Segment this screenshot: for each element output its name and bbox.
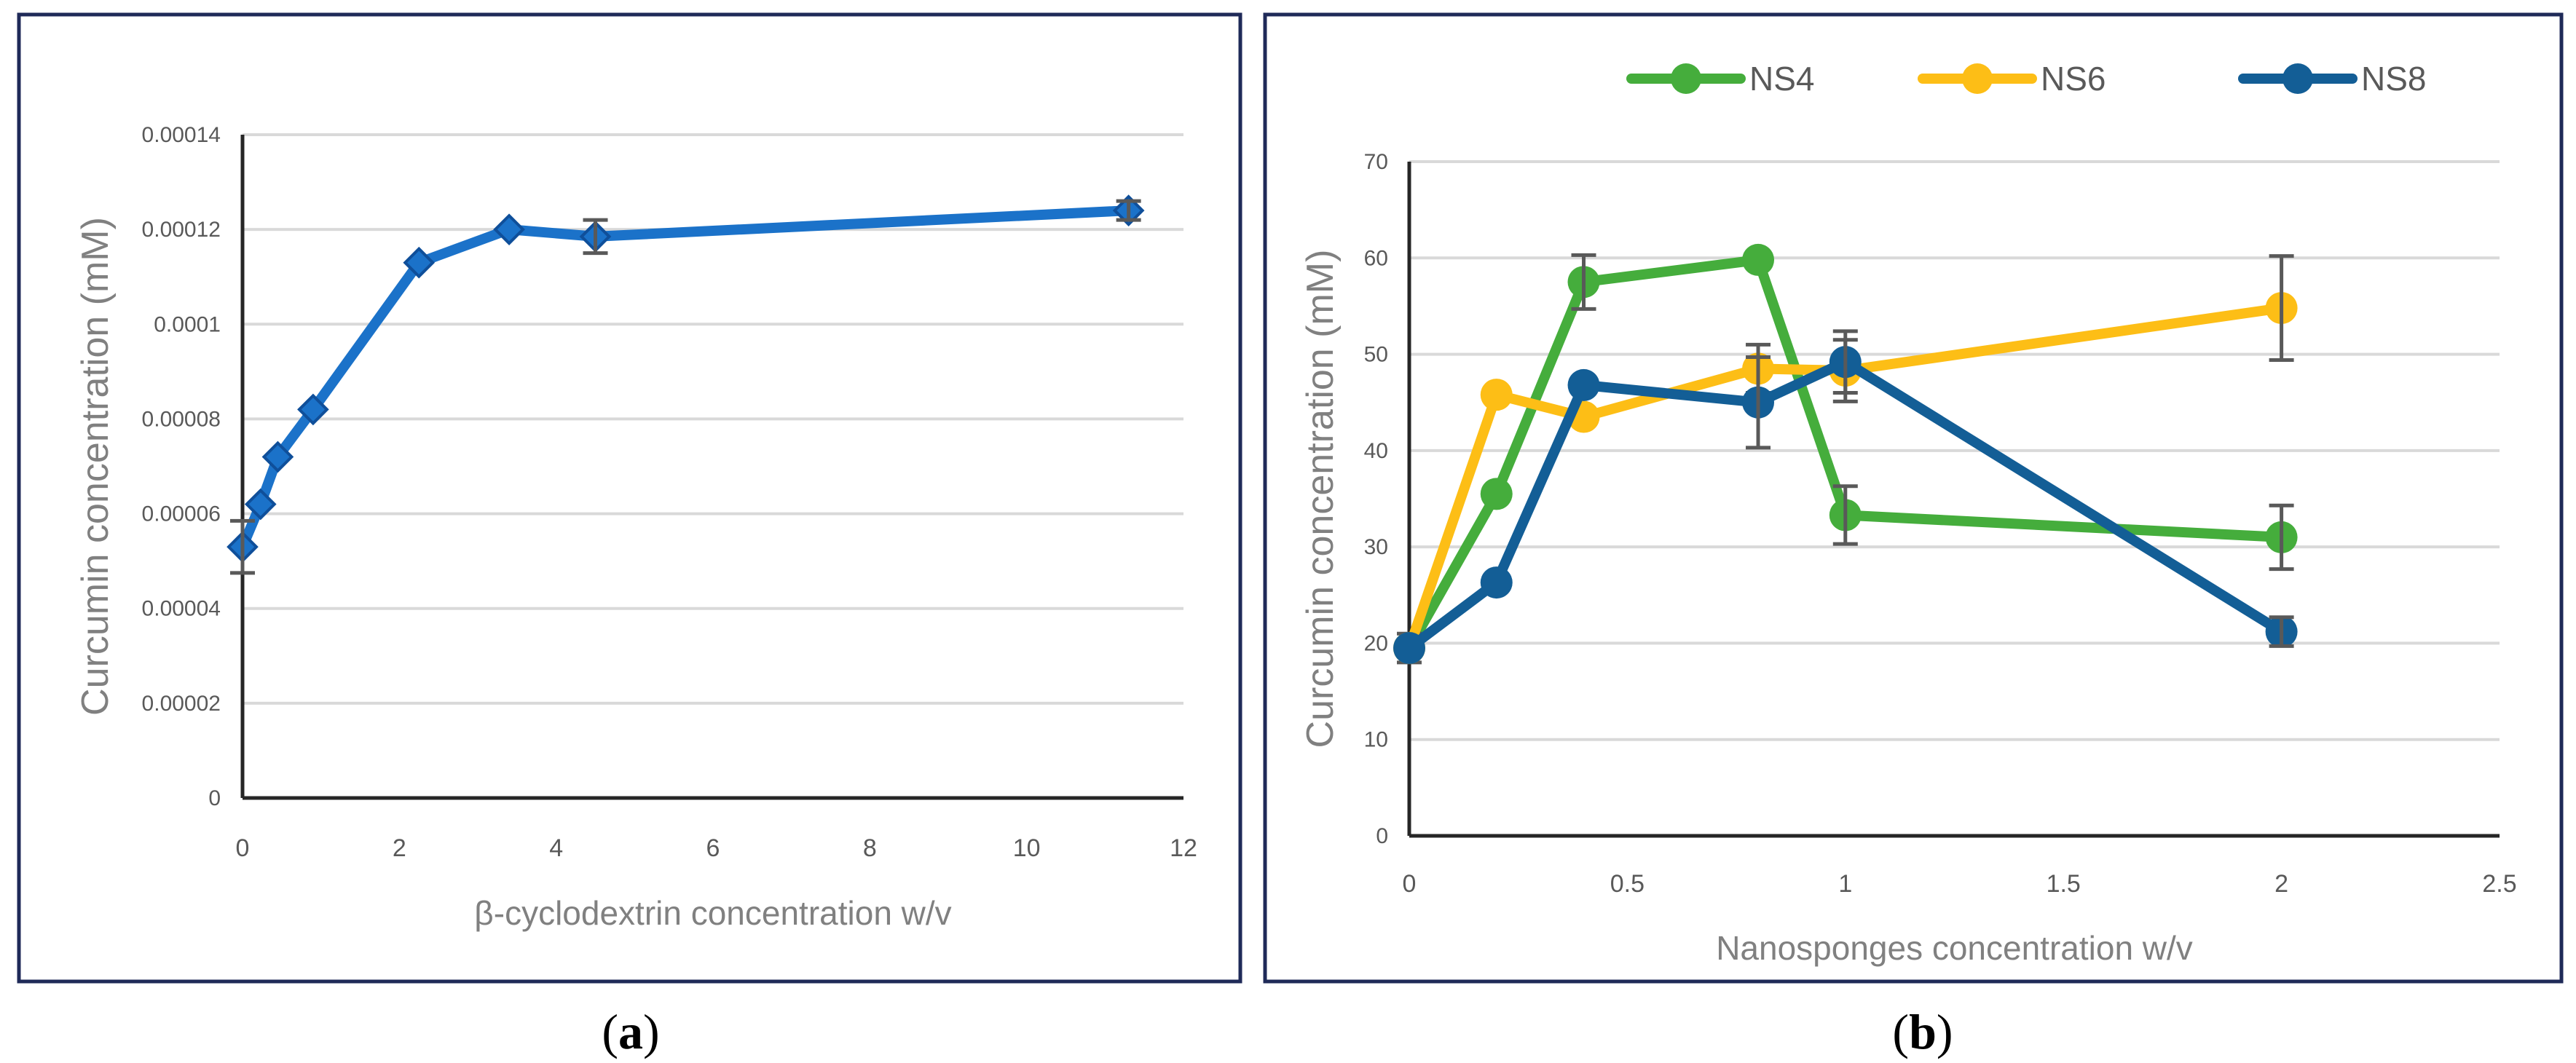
- x-tick-label: 8: [863, 834, 877, 862]
- x-axis-title: Nanosponges concentration w/v: [1716, 929, 2193, 967]
- series-line-NS4: [1404, 254, 2287, 654]
- error-bar: [2269, 254, 2294, 363]
- error-bar: [1746, 355, 1771, 450]
- y-tick-label: 50: [1364, 343, 1388, 367]
- data-point: [403, 246, 436, 279]
- y-tick-label: 30: [1364, 535, 1388, 559]
- y-tick-label: 70: [1364, 150, 1388, 174]
- data-point: [1567, 368, 1600, 401]
- y-tick-label: 60: [1364, 246, 1388, 270]
- chart-panel-b: 0 10 20 30 40 50 60 70 0 0.5 1 1.5 2 2.5 Nanosponges c…: [1299, 60, 2517, 967]
- caption-b: (b): [1892, 1004, 1953, 1059]
- x-tick-label: 1.5: [2047, 870, 2081, 898]
- legend-marker-NS6: [1962, 63, 1993, 94]
- error-bar: [2269, 503, 2294, 572]
- data-point: [493, 213, 525, 245]
- legend-label-NS8: NS8: [2361, 60, 2426, 98]
- panel-b-frame: [1263, 12, 2564, 984]
- x-tick-label: 2.5: [2482, 870, 2516, 898]
- x-tick-label: 10: [1013, 834, 1041, 862]
- error-bar: [1116, 199, 1141, 222]
- error-bar: [1832, 329, 1858, 395]
- data-point: [261, 440, 294, 473]
- y-tick-label: 0.00014: [142, 123, 221, 147]
- series-line-NS8: [1404, 357, 2287, 654]
- x-tick-label: 2: [393, 834, 406, 862]
- series-line-β-cyclodextrin: [237, 205, 1134, 553]
- data-point: [297, 393, 329, 426]
- x-tick-label: 6: [706, 834, 720, 862]
- legend-label-NS4: NS4: [1749, 60, 1814, 98]
- data-point: [1480, 566, 1513, 599]
- y-tick-label: 0.00004: [142, 597, 221, 621]
- y-tick-label: 0.00012: [142, 218, 221, 242]
- y-tick-label: 40: [1364, 439, 1388, 463]
- x-tick-label: 12: [1170, 834, 1197, 862]
- caption-a: (a): [602, 1004, 659, 1059]
- chart-panel-a: 0 0.00002 0.00004 0.00006 0.00008 0.0001 0.000…: [74, 123, 1197, 932]
- x-tick-label: 0: [236, 834, 250, 862]
- y-axis-title: Curcumin concentration (mM): [1299, 250, 1342, 748]
- x-tick-label: 0: [1403, 870, 1417, 898]
- y-tick-label: 20: [1364, 631, 1388, 655]
- panel-a-frame: [17, 12, 1242, 984]
- x-tick-label: 1: [1838, 870, 1852, 898]
- y-axis-title: Curcumin concentration (mM): [74, 217, 117, 716]
- error-bar: [583, 218, 608, 256]
- y-tick-label: 0.00006: [142, 502, 221, 526]
- data-point: [1393, 632, 1425, 665]
- x-tick-label: 4: [549, 834, 563, 862]
- x-tick-label: 2: [2274, 870, 2288, 898]
- y-tick-label: 10: [1364, 728, 1388, 752]
- error-bar: [2269, 615, 2294, 648]
- error-bar: [1571, 253, 1596, 311]
- legend-marker-NS4: [1671, 63, 1701, 94]
- data-point: [1480, 379, 1513, 411]
- error-bar: [230, 518, 255, 575]
- y-tick-label: 0.00002: [142, 692, 221, 716]
- data-point: [1480, 478, 1513, 510]
- legend-label-NS6: NS6: [2041, 60, 2106, 98]
- data-point: [244, 488, 277, 521]
- x-axis-title: β-cyclodextrin concentration w/v: [474, 894, 951, 932]
- y-tick-label: 0: [208, 786, 221, 810]
- x-tick-label: 0.5: [1610, 870, 1645, 898]
- data-point: [1742, 243, 1775, 276]
- error-bar: [1832, 484, 1858, 546]
- legend-marker-NS8: [2282, 63, 2313, 94]
- y-tick-label: 0: [1376, 824, 1388, 848]
- y-tick-label: 0.00008: [142, 407, 221, 431]
- y-tick-label: 0.0001: [154, 312, 221, 336]
